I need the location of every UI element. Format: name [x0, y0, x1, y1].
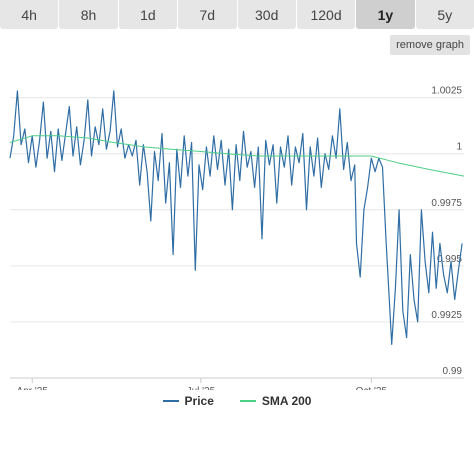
price-chart: 0.99 0.9925 0.995 0.9975 1 1.0025 Apr '25 Jul '…	[9, 86, 465, 390]
x-tick-label: Jul '25	[187, 386, 216, 390]
tab-4h[interactable]: 4h	[0, 0, 59, 29]
remove-graph-button[interactable]: remove graph	[390, 35, 470, 55]
legend-sma-swatch	[239, 400, 256, 402]
tab-1y[interactable]: 1y	[356, 0, 415, 29]
x-tick-label: Oct '25	[356, 386, 388, 390]
chart-legend: Price SMA 200	[0, 390, 474, 412]
y-tick-label: 1	[456, 142, 462, 153]
legend-price-swatch	[162, 400, 179, 402]
y-tick-label: 1.0025	[431, 86, 462, 97]
tab-7d[interactable]: 7d	[178, 0, 237, 29]
y-tick-label: 0.9925	[431, 310, 462, 321]
legend-sma-label: SMA 200	[261, 394, 312, 408]
price-line	[9, 90, 463, 345]
y-tick-label: 0.9975	[431, 198, 462, 209]
y-tick-label: 0.99	[443, 366, 463, 377]
x-tick-label: Apr '25	[17, 386, 49, 390]
sma-200-line	[9, 135, 465, 177]
timeframe-tabs: 4h 8h 1d 7d 30d 120d 1y 5y	[0, 0, 474, 30]
tab-5y[interactable]: 5y	[415, 0, 474, 29]
legend-price-label: Price	[184, 394, 214, 408]
tab-8h[interactable]: 8h	[59, 0, 118, 29]
y-tick-label: 0.995	[437, 254, 462, 265]
tab-120d[interactable]: 120d	[296, 0, 356, 29]
tab-30d[interactable]: 30d	[237, 0, 296, 29]
legend-item-sma[interactable]: SMA 200	[239, 394, 312, 408]
tab-1d[interactable]: 1d	[118, 0, 178, 29]
legend-item-price[interactable]: Price	[162, 394, 214, 408]
